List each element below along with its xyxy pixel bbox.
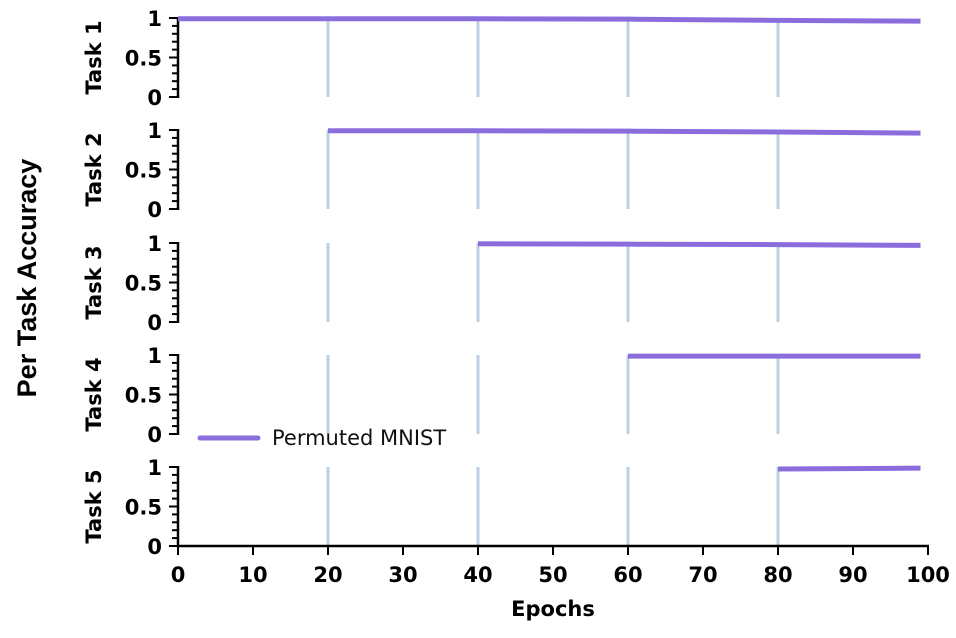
panel-label: Task 4 xyxy=(82,357,106,431)
y-tick-label: 0 xyxy=(147,423,162,447)
y-tick-label: 1 xyxy=(147,7,162,31)
x-tick-label: 40 xyxy=(463,563,492,587)
panel-3: 0 0.5 1 Task 3 xyxy=(82,232,921,335)
x-tick-label: 80 xyxy=(763,563,792,587)
y-tick-label: 0 xyxy=(147,535,162,559)
x-tick-label: 60 xyxy=(613,563,642,587)
y-tick-label: 1 xyxy=(147,456,162,480)
panel-1: 0 0.5 1 Task 1 xyxy=(82,7,921,110)
panel-2: 0 0.5 1 Task 2 xyxy=(82,119,921,222)
panel-label: Task 5 xyxy=(82,469,106,543)
y-tick-label: 0 xyxy=(147,86,162,110)
panel-4: 0 0.5 1 Task 4 xyxy=(82,344,921,447)
x-tick-label: 100 xyxy=(906,563,950,587)
panel-label: Task 2 xyxy=(82,132,106,206)
accuracy-line xyxy=(178,16,921,24)
x-tick-label: 90 xyxy=(838,563,867,587)
x-tick-label: 50 xyxy=(538,563,567,587)
y-tick-label: 0.5 xyxy=(125,272,162,296)
y-axis-title: Per Task Accuracy xyxy=(12,159,42,398)
y-tick-label: 0.5 xyxy=(125,159,162,183)
y-tick-label: 1 xyxy=(147,119,162,143)
x-tick-label: 20 xyxy=(313,563,342,587)
legend-label: Permuted MNIST xyxy=(272,426,446,450)
y-tick-label: 0.5 xyxy=(125,47,162,71)
x-axis-title: Epochs xyxy=(511,597,595,621)
y-tick-label: 0 xyxy=(147,198,162,222)
y-tick-label: 1 xyxy=(147,344,162,368)
accuracy-line xyxy=(328,128,921,136)
y-tick-label: 0.5 xyxy=(125,384,162,408)
panel-5: 0 0.5 1 Task 5 xyxy=(82,456,921,559)
accuracy-line xyxy=(477,241,921,248)
x-tick-label: 10 xyxy=(238,563,267,587)
x-tick-label: 70 xyxy=(688,563,717,587)
x-tick-label: 0 xyxy=(171,563,186,587)
y-tick-label: 1 xyxy=(147,232,162,256)
x-tick-label: 30 xyxy=(388,563,417,587)
panel-label: Task 3 xyxy=(82,245,106,319)
accuracy-line xyxy=(777,465,921,472)
legend: Permuted MNIST xyxy=(197,426,446,450)
y-tick-label: 0.5 xyxy=(125,496,162,520)
panel-label: Task 1 xyxy=(82,20,106,94)
y-tick-label: 0 xyxy=(147,311,162,335)
